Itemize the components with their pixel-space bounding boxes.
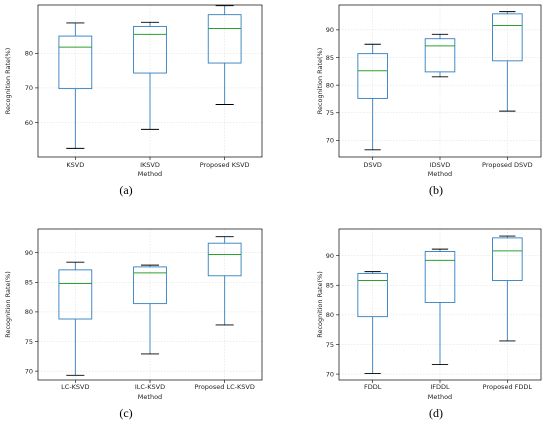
y-tick-label: 70	[326, 137, 334, 145]
y-tick-label: 85	[326, 282, 334, 290]
y-tick-label: 80	[326, 81, 334, 89]
y-tick-label: 85	[25, 279, 33, 287]
y-tick-label: 80	[326, 311, 334, 319]
x-tick-label: Proposed FDDL	[483, 383, 533, 391]
panel-caption: (c)	[119, 406, 132, 420]
panel-a: 60 70 80 KSVD IKSVD Proposed KSVD Method Recogn…	[4, 4, 263, 197]
y-axis-label: Recognition Rate(%)	[4, 271, 12, 338]
box	[58, 269, 93, 320]
box	[207, 242, 242, 277]
box	[133, 266, 167, 305]
y-tick-label: 70	[326, 370, 334, 378]
box	[492, 237, 523, 281]
panel-c: 70 75 80 85 90 LC-KSVD ILC-KSVD Proposed LC-KSV…	[4, 228, 263, 420]
x-axis-label: Method	[138, 170, 162, 178]
panel-caption: (b)	[429, 183, 443, 197]
y-tick-label: 60	[25, 119, 33, 127]
y-tick-label: 75	[25, 338, 33, 346]
box	[424, 38, 456, 73]
x-axis-label: Method	[428, 170, 452, 178]
panel-caption: (d)	[429, 406, 443, 420]
panel-b: 70 75 80 85 90 DSVD IDSVD Proposed DSVD Method Re…	[316, 4, 542, 197]
x-tick-label: ILC-KSVD	[135, 383, 165, 391]
y-tick-label: 75	[326, 109, 334, 117]
box	[58, 35, 93, 90]
panel-d: 70 75 80 85 90 FDDL IFDDL Proposed FDDL Method Re…	[316, 228, 542, 420]
plot-frame	[37, 228, 263, 381]
y-axis-label: Recognition Rate(%)	[316, 48, 324, 115]
x-tick-label: FDDL	[364, 383, 382, 391]
panel-caption: (a)	[119, 183, 132, 197]
box	[133, 25, 167, 74]
y-axis-label: Recognition Rate(%)	[4, 48, 12, 115]
y-tick-label: 80	[25, 50, 33, 58]
x-tick-label: Proposed DSVD	[482, 161, 533, 169]
box	[424, 251, 456, 303]
x-axis-label: Method	[428, 393, 452, 401]
y-axis-label: Recognition Rate(%)	[316, 271, 324, 338]
y-tick-label: 90	[25, 249, 33, 257]
box	[492, 13, 523, 62]
x-axis-label: Method	[138, 393, 162, 401]
y-tick-label: 90	[326, 26, 334, 34]
box	[357, 53, 388, 99]
y-tick-label: 70	[25, 367, 33, 375]
box	[357, 272, 388, 318]
x-tick-label: IKSVD	[140, 161, 160, 169]
y-tick-label: 75	[326, 341, 334, 349]
x-tick-label: Proposed LC-KSVD	[194, 383, 254, 391]
y-tick-label: 80	[25, 308, 33, 316]
plot-frame	[37, 4, 263, 158]
x-tick-label: IDSVD	[430, 161, 451, 169]
x-tick-label: LC-KSVD	[61, 383, 89, 391]
box	[207, 14, 242, 64]
y-tick-label: 85	[326, 54, 334, 62]
x-tick-label: DSVD	[363, 161, 382, 169]
x-tick-label: KSVD	[66, 161, 84, 169]
y-tick-label: 90	[326, 252, 334, 260]
plot-frame	[338, 228, 542, 381]
y-tick-label: 70	[25, 84, 33, 92]
x-tick-label: Proposed KSVD	[200, 161, 250, 169]
x-tick-label: IFDDL	[430, 383, 450, 391]
plot-frame	[338, 4, 542, 158]
